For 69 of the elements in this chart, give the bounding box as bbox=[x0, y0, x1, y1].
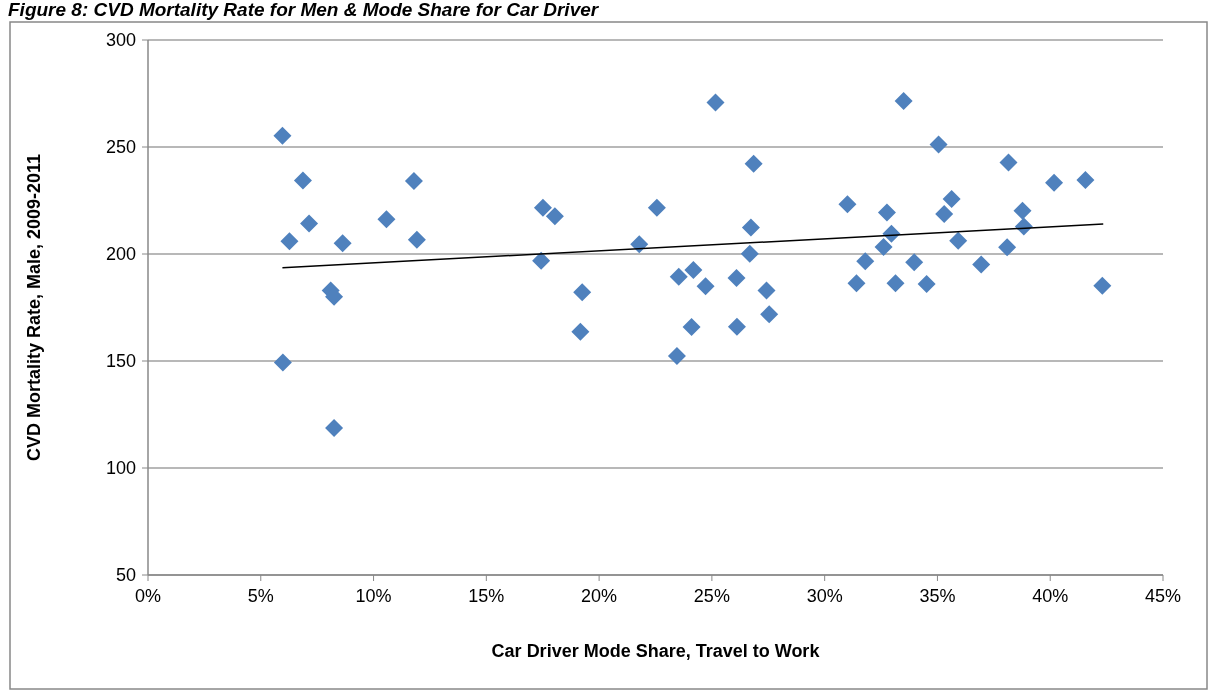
x-tick-label: 35% bbox=[919, 586, 956, 606]
point bbox=[280, 232, 299, 251]
point bbox=[669, 267, 688, 286]
point bbox=[874, 237, 893, 256]
point bbox=[404, 172, 423, 191]
point bbox=[377, 210, 396, 229]
point bbox=[630, 235, 649, 254]
x-tick-label: 45% bbox=[1144, 586, 1182, 606]
point bbox=[1076, 170, 1095, 189]
point bbox=[760, 305, 779, 324]
y-tick-label: 150 bbox=[105, 351, 136, 372]
point bbox=[706, 93, 725, 112]
point bbox=[1093, 276, 1112, 295]
point bbox=[682, 317, 701, 336]
point bbox=[856, 252, 875, 271]
point bbox=[894, 91, 913, 110]
point bbox=[273, 126, 292, 145]
x-tick-label: 0% bbox=[134, 586, 162, 606]
x-tick-label: 30% bbox=[806, 586, 843, 606]
point bbox=[999, 153, 1018, 172]
point bbox=[886, 274, 905, 293]
point bbox=[696, 277, 715, 296]
y-axis-title: CVD Mortality Rate, Male, 2009-2011 bbox=[24, 153, 44, 462]
x-axis-title: Car Driver Mode Share, Travel to Work bbox=[491, 641, 821, 661]
point bbox=[838, 195, 857, 214]
point bbox=[929, 135, 948, 154]
point bbox=[273, 353, 292, 372]
point bbox=[684, 261, 703, 280]
point bbox=[998, 238, 1017, 257]
y-tick-label: 250 bbox=[105, 137, 136, 158]
point bbox=[325, 418, 344, 437]
point bbox=[847, 274, 866, 293]
point bbox=[917, 274, 936, 293]
y-tick-label: 300 bbox=[105, 30, 136, 51]
point bbox=[935, 204, 954, 223]
x-tick-label: 5% bbox=[247, 586, 274, 606]
point bbox=[757, 281, 776, 300]
point bbox=[727, 317, 746, 336]
point bbox=[877, 203, 896, 222]
x-tick-label: 25% bbox=[693, 586, 730, 606]
point bbox=[1013, 201, 1032, 220]
point bbox=[293, 171, 312, 190]
point bbox=[667, 347, 686, 366]
point bbox=[727, 268, 746, 287]
point bbox=[333, 234, 352, 253]
point bbox=[647, 198, 666, 217]
x-tick-label: 15% bbox=[468, 586, 505, 606]
point bbox=[533, 198, 552, 217]
y-tick-label: 200 bbox=[105, 244, 136, 265]
y-tick-label: 50 bbox=[115, 565, 136, 586]
chart-title: Figure 8: CVD Mortality Rate for Men & Mode Share for Car Driver bbox=[8, 0, 600, 20]
x-tick-label: 10% bbox=[355, 586, 392, 606]
y-tick-label: 100 bbox=[105, 458, 136, 479]
point bbox=[905, 253, 924, 272]
x-tick-label: 20% bbox=[581, 586, 618, 606]
point bbox=[300, 214, 319, 233]
point bbox=[942, 190, 961, 208]
x-tick-label: 40% bbox=[1032, 586, 1069, 606]
point bbox=[573, 283, 592, 302]
point bbox=[744, 154, 763, 173]
point bbox=[1045, 173, 1064, 192]
point bbox=[407, 230, 426, 249]
point bbox=[571, 322, 590, 341]
point bbox=[740, 244, 759, 263]
point bbox=[949, 231, 968, 250]
point bbox=[532, 251, 551, 270]
point bbox=[972, 255, 991, 274]
point bbox=[545, 207, 564, 226]
point bbox=[741, 218, 760, 237]
